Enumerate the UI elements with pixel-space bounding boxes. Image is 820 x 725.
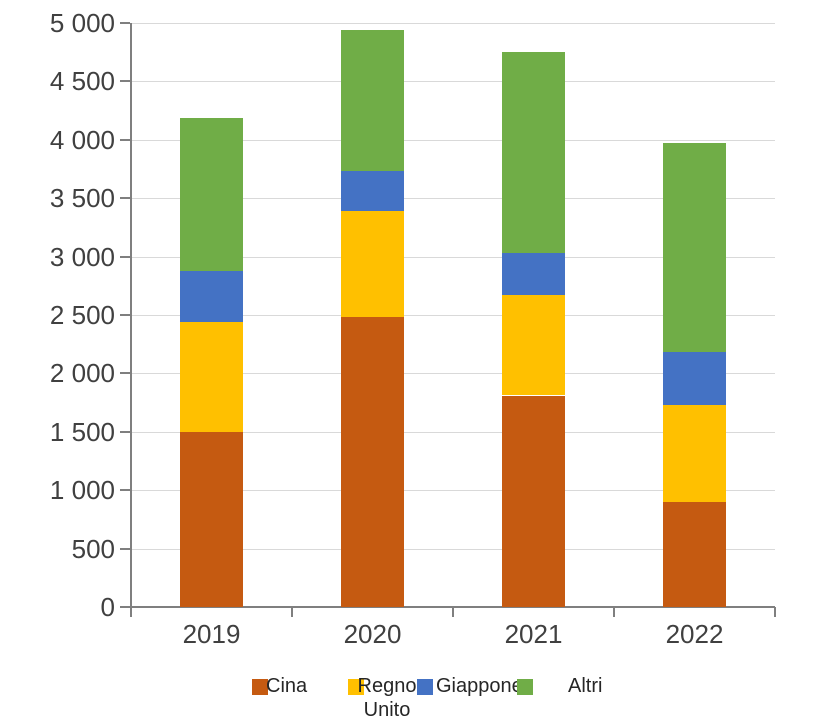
bar-segment-regno-unito-2020: [341, 211, 404, 318]
legend-swatch-regno-unito: [348, 679, 364, 695]
bar-segment-giappone-2020: [341, 171, 404, 211]
x-tick-3: [613, 607, 615, 617]
y-tick-5000: [120, 22, 130, 24]
legend-label-regno-unito: Regno Unito: [357, 675, 417, 721]
bar-segment-giappone-2022: [663, 352, 726, 405]
gridline-5000: [131, 23, 775, 24]
legend-label-giappone: Giappone: [436, 675, 523, 697]
y-axis-line: [130, 23, 132, 617]
bar-segment-altri-2019: [180, 117, 243, 271]
y-axis-tick-label: 0: [100, 592, 115, 622]
gridline-1500: [131, 431, 775, 433]
gridline-3500: [131, 198, 775, 200]
y-tick-1500: [120, 430, 130, 433]
x-axis-label-2020: 2020: [343, 619, 402, 649]
bar-segment-regno-unito-2022: [663, 404, 726, 502]
gridline-500: [131, 548, 775, 550]
gridline-2000: [131, 373, 775, 375]
bar-segment-regno-unito-2021: [502, 295, 565, 396]
y-tick-2500: [120, 314, 130, 316]
bar-segment-cina-2020: [341, 317, 404, 607]
y-axis-tick-label: 4 000: [49, 124, 115, 155]
y-axis-tick-label: 500: [71, 533, 115, 564]
x-tick-4: [774, 607, 776, 617]
y-axis-tick-label: 2 500: [49, 300, 115, 330]
gridline-2500: [131, 315, 775, 316]
gridline-4500: [131, 81, 775, 83]
y-axis-tick-label: 1 000: [49, 475, 115, 506]
legend-swatch-cina: [252, 679, 268, 695]
legend-label-altri: Altri: [568, 675, 603, 697]
y-axis-tick-label: 1 500: [49, 416, 115, 447]
y-axis-tick-label: 3 000: [49, 241, 115, 272]
y-tick-500: [120, 547, 130, 550]
legend-swatch-giappone: [417, 679, 433, 695]
y-tick-2000: [120, 372, 130, 375]
y-tick-0: [120, 606, 130, 608]
legend-label-cina: Cina: [266, 675, 308, 697]
x-axis-label-2022: 2022: [665, 619, 724, 649]
y-tick-3500: [120, 197, 130, 200]
x-tick-1: [291, 607, 293, 617]
y-tick-4000: [120, 138, 130, 141]
bar-segment-cina-2021: [502, 395, 565, 607]
y-tick-3000: [120, 255, 130, 258]
gridline-4000: [131, 139, 775, 141]
bar-segment-altri-2022: [663, 143, 726, 353]
y-axis-tick-label: 5 000: [49, 8, 115, 38]
bar-segment-cina-2022: [663, 501, 726, 607]
bar-segment-cina-2019: [180, 431, 243, 607]
bar-segment-giappone-2019: [180, 270, 243, 322]
gridline-3000: [131, 256, 775, 258]
gridline-1000: [131, 490, 775, 492]
bar-segment-altri-2021: [502, 52, 565, 254]
x-axis-label-2021: 2021: [504, 619, 563, 649]
bar-segment-giappone-2021: [502, 253, 565, 296]
x-axis-label-2019: 2019: [182, 619, 241, 649]
legend-swatch-altri: [517, 679, 533, 695]
bar-segment-altri-2020: [341, 30, 404, 172]
y-axis-tick-label: 3 500: [49, 183, 115, 214]
y-axis-tick-label: 2 000: [49, 358, 115, 389]
y-axis-tick-label: 4 500: [49, 66, 115, 97]
x-tick-2: [452, 607, 454, 617]
y-tick-4500: [120, 80, 130, 83]
y-tick-1000: [120, 489, 130, 492]
bar-segment-regno-unito-2019: [180, 322, 243, 432]
x-tick-0: [130, 607, 132, 617]
